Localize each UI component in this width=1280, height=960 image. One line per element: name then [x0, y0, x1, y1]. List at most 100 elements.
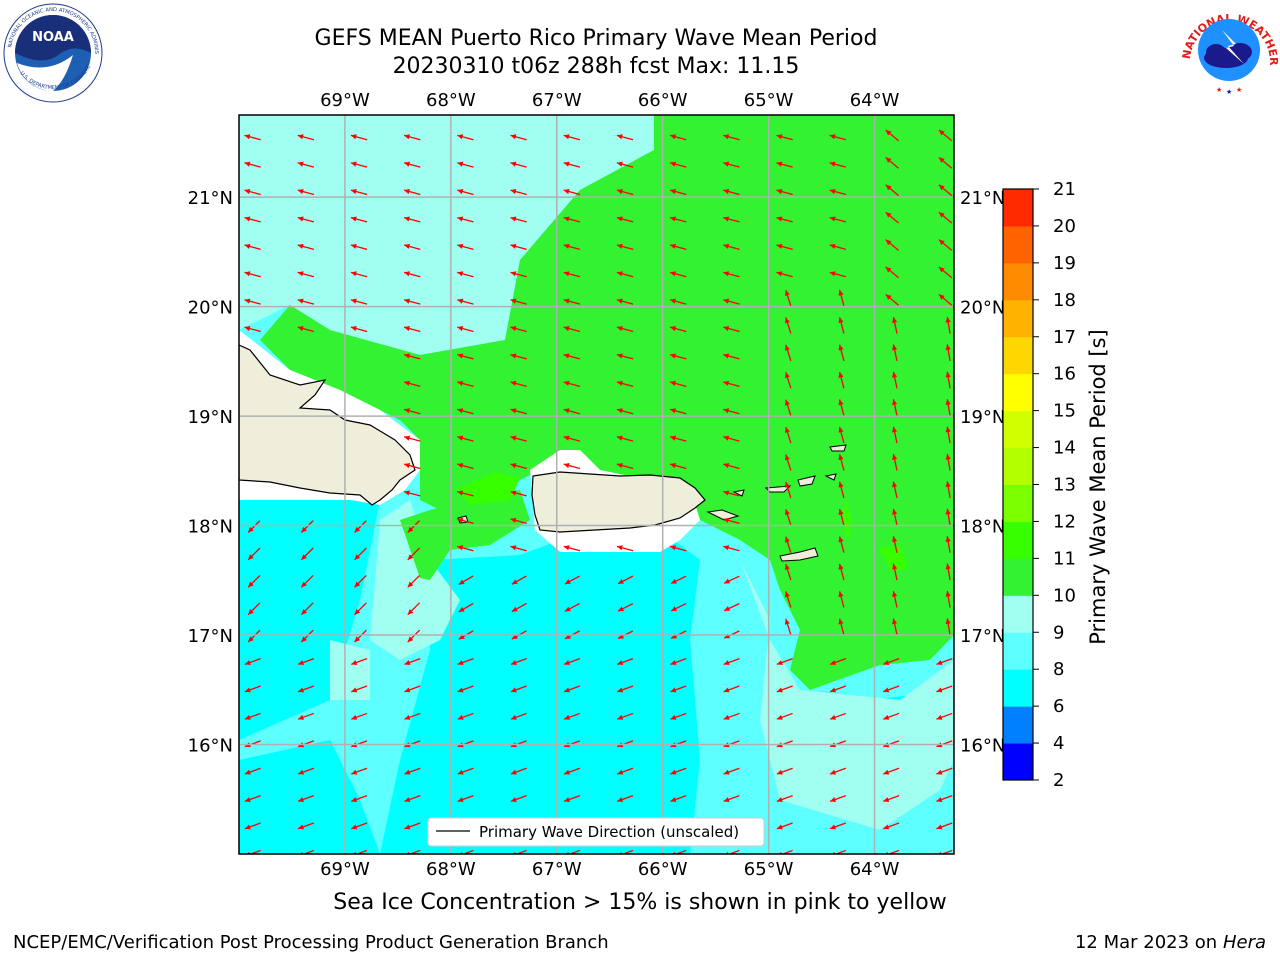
wave-arrow-head: [297, 326, 304, 332]
noaa-logo-text: NOAA: [32, 30, 74, 45]
wave-arrow-head: [723, 216, 730, 222]
wave-arrow-head: [297, 243, 304, 249]
wave-arrow-head: [883, 714, 890, 720]
wave-arrow-head: [776, 161, 783, 167]
wave-arrow-head: [457, 769, 464, 775]
wave-arrow-head: [244, 216, 251, 222]
wave-arrow-head: [244, 326, 251, 332]
wave-arrow-head: [511, 634, 518, 640]
colorbar-swatch: [1003, 743, 1033, 781]
wave-arrow-head: [564, 769, 571, 775]
wave-arrow-head: [829, 161, 836, 167]
wave-arrow-head: [885, 239, 892, 246]
wave-arrow-head: [564, 797, 571, 802]
lon-label-top: 65°W: [744, 90, 794, 111]
wave-arrow-head: [723, 134, 730, 140]
wave-arrow-head: [670, 463, 676, 469]
lon-labels-bottom: 69°W 68°W 67°W 66°W 65°W 64°W: [320, 859, 900, 880]
wave-arrow-head: [892, 426, 898, 433]
wave-arrow-head: [564, 687, 571, 693]
lon-label-bottom: 69°W: [320, 859, 370, 880]
colorbar-tick-label: 4: [1053, 733, 1064, 754]
map-gridlines: [239, 115, 954, 854]
wave-arrow-head: [723, 517, 730, 523]
wave-arrow-head: [723, 326, 730, 332]
wave-arrow-head: [404, 797, 411, 802]
wave-arrow-head: [404, 660, 411, 665]
colorbar-swatch: [1003, 225, 1033, 264]
wave-arrow-head: [724, 633, 731, 639]
wave-arrow-head: [936, 797, 943, 802]
lon-label-bottom: 65°W: [744, 859, 794, 880]
wave-arrow-head: [457, 660, 464, 665]
wave-arrow-head: [830, 797, 837, 802]
wave-arrow-head: [723, 435, 730, 441]
wave-arrow-head: [510, 714, 517, 720]
wave-arrow-head: [885, 184, 892, 191]
colorbar-swatch: [1003, 262, 1033, 301]
wave-arrow-head: [616, 408, 623, 414]
wave-arrow-head: [784, 618, 790, 625]
wave-arrow-head: [457, 353, 464, 359]
wave-arrow-head: [784, 317, 790, 324]
wave-arrow-head: [892, 508, 898, 515]
wave-arrow-head: [723, 161, 730, 167]
wave-arrow-head: [244, 271, 251, 277]
wave-arrow-head: [404, 687, 411, 693]
wave-arrow-head: [510, 216, 517, 222]
wave-arrow-head: [776, 687, 783, 693]
wave-arrow-head: [723, 243, 730, 249]
wave-arrow-head: [938, 184, 945, 191]
wave-arrow-head: [244, 243, 251, 249]
wave-arrow-head: [938, 294, 945, 300]
wave-arrow-head: [510, 161, 517, 167]
wave-arrow-head: [945, 618, 951, 625]
lat-label-left: 19°N: [188, 407, 233, 428]
lon-label-bottom: 67°W: [532, 859, 582, 880]
wave-arrow-head: [838, 481, 844, 488]
wave-arrow-head: [723, 271, 730, 277]
wave-arrow-head: [838, 563, 844, 570]
wave-arrow-head: [885, 130, 892, 136]
wave-arrow-head: [301, 581, 307, 588]
wave-arrow-head: [350, 271, 357, 277]
chart-subtitle: 20230310 t06z 288h fcst Max: 11.15: [392, 54, 800, 79]
colorbar-swatch: [1003, 595, 1033, 633]
wave-arrow-head: [892, 536, 898, 543]
wave-arrow-head: [723, 380, 730, 386]
wave-arrow-head: [563, 271, 570, 277]
wave-arrow-head: [671, 578, 678, 584]
wave-arrow-head: [248, 609, 254, 615]
wave-arrow-head: [617, 579, 624, 584]
wave-arrow-head: [892, 591, 898, 597]
colorbar-tick-label: 12: [1053, 511, 1076, 532]
wave-arrow-head: [616, 545, 623, 551]
wave-arrow-head: [945, 590, 951, 597]
wave-arrow-head: [936, 824, 943, 830]
wave-arrow-head: [404, 380, 410, 386]
wave-arrow-head: [404, 353, 410, 359]
wave-arrow-head: [670, 408, 676, 414]
wave-arrow-head: [297, 189, 304, 195]
wave-arrow-head: [838, 454, 844, 461]
wave-arrow-head: [244, 298, 251, 304]
lat-label-right: 16°N: [960, 736, 1005, 757]
wave-arrow-head: [563, 435, 570, 441]
wave-arrow-head: [457, 271, 464, 277]
footer-date-text: 12 Mar 2023 on: [1074, 932, 1218, 953]
wave-arrow-head: [829, 189, 836, 195]
wave-arrow-head: [563, 326, 570, 332]
wave-arrow-head: [883, 660, 890, 665]
wave-arrow-head: [510, 545, 517, 551]
wave-arrow-head: [616, 380, 623, 386]
wave-arrow-head: [723, 463, 730, 469]
lat-label-left: 20°N: [188, 298, 233, 319]
colorbar-tick-label: 16: [1053, 364, 1076, 385]
wave-arrow-head: [776, 134, 783, 140]
colorbar-tick-label: 6: [1053, 696, 1064, 717]
wave-arrow-head: [938, 267, 945, 273]
wave-arrow-head: [298, 714, 305, 720]
wave-arrow-head: [564, 714, 571, 720]
wave-arrow-head: [838, 426, 844, 433]
